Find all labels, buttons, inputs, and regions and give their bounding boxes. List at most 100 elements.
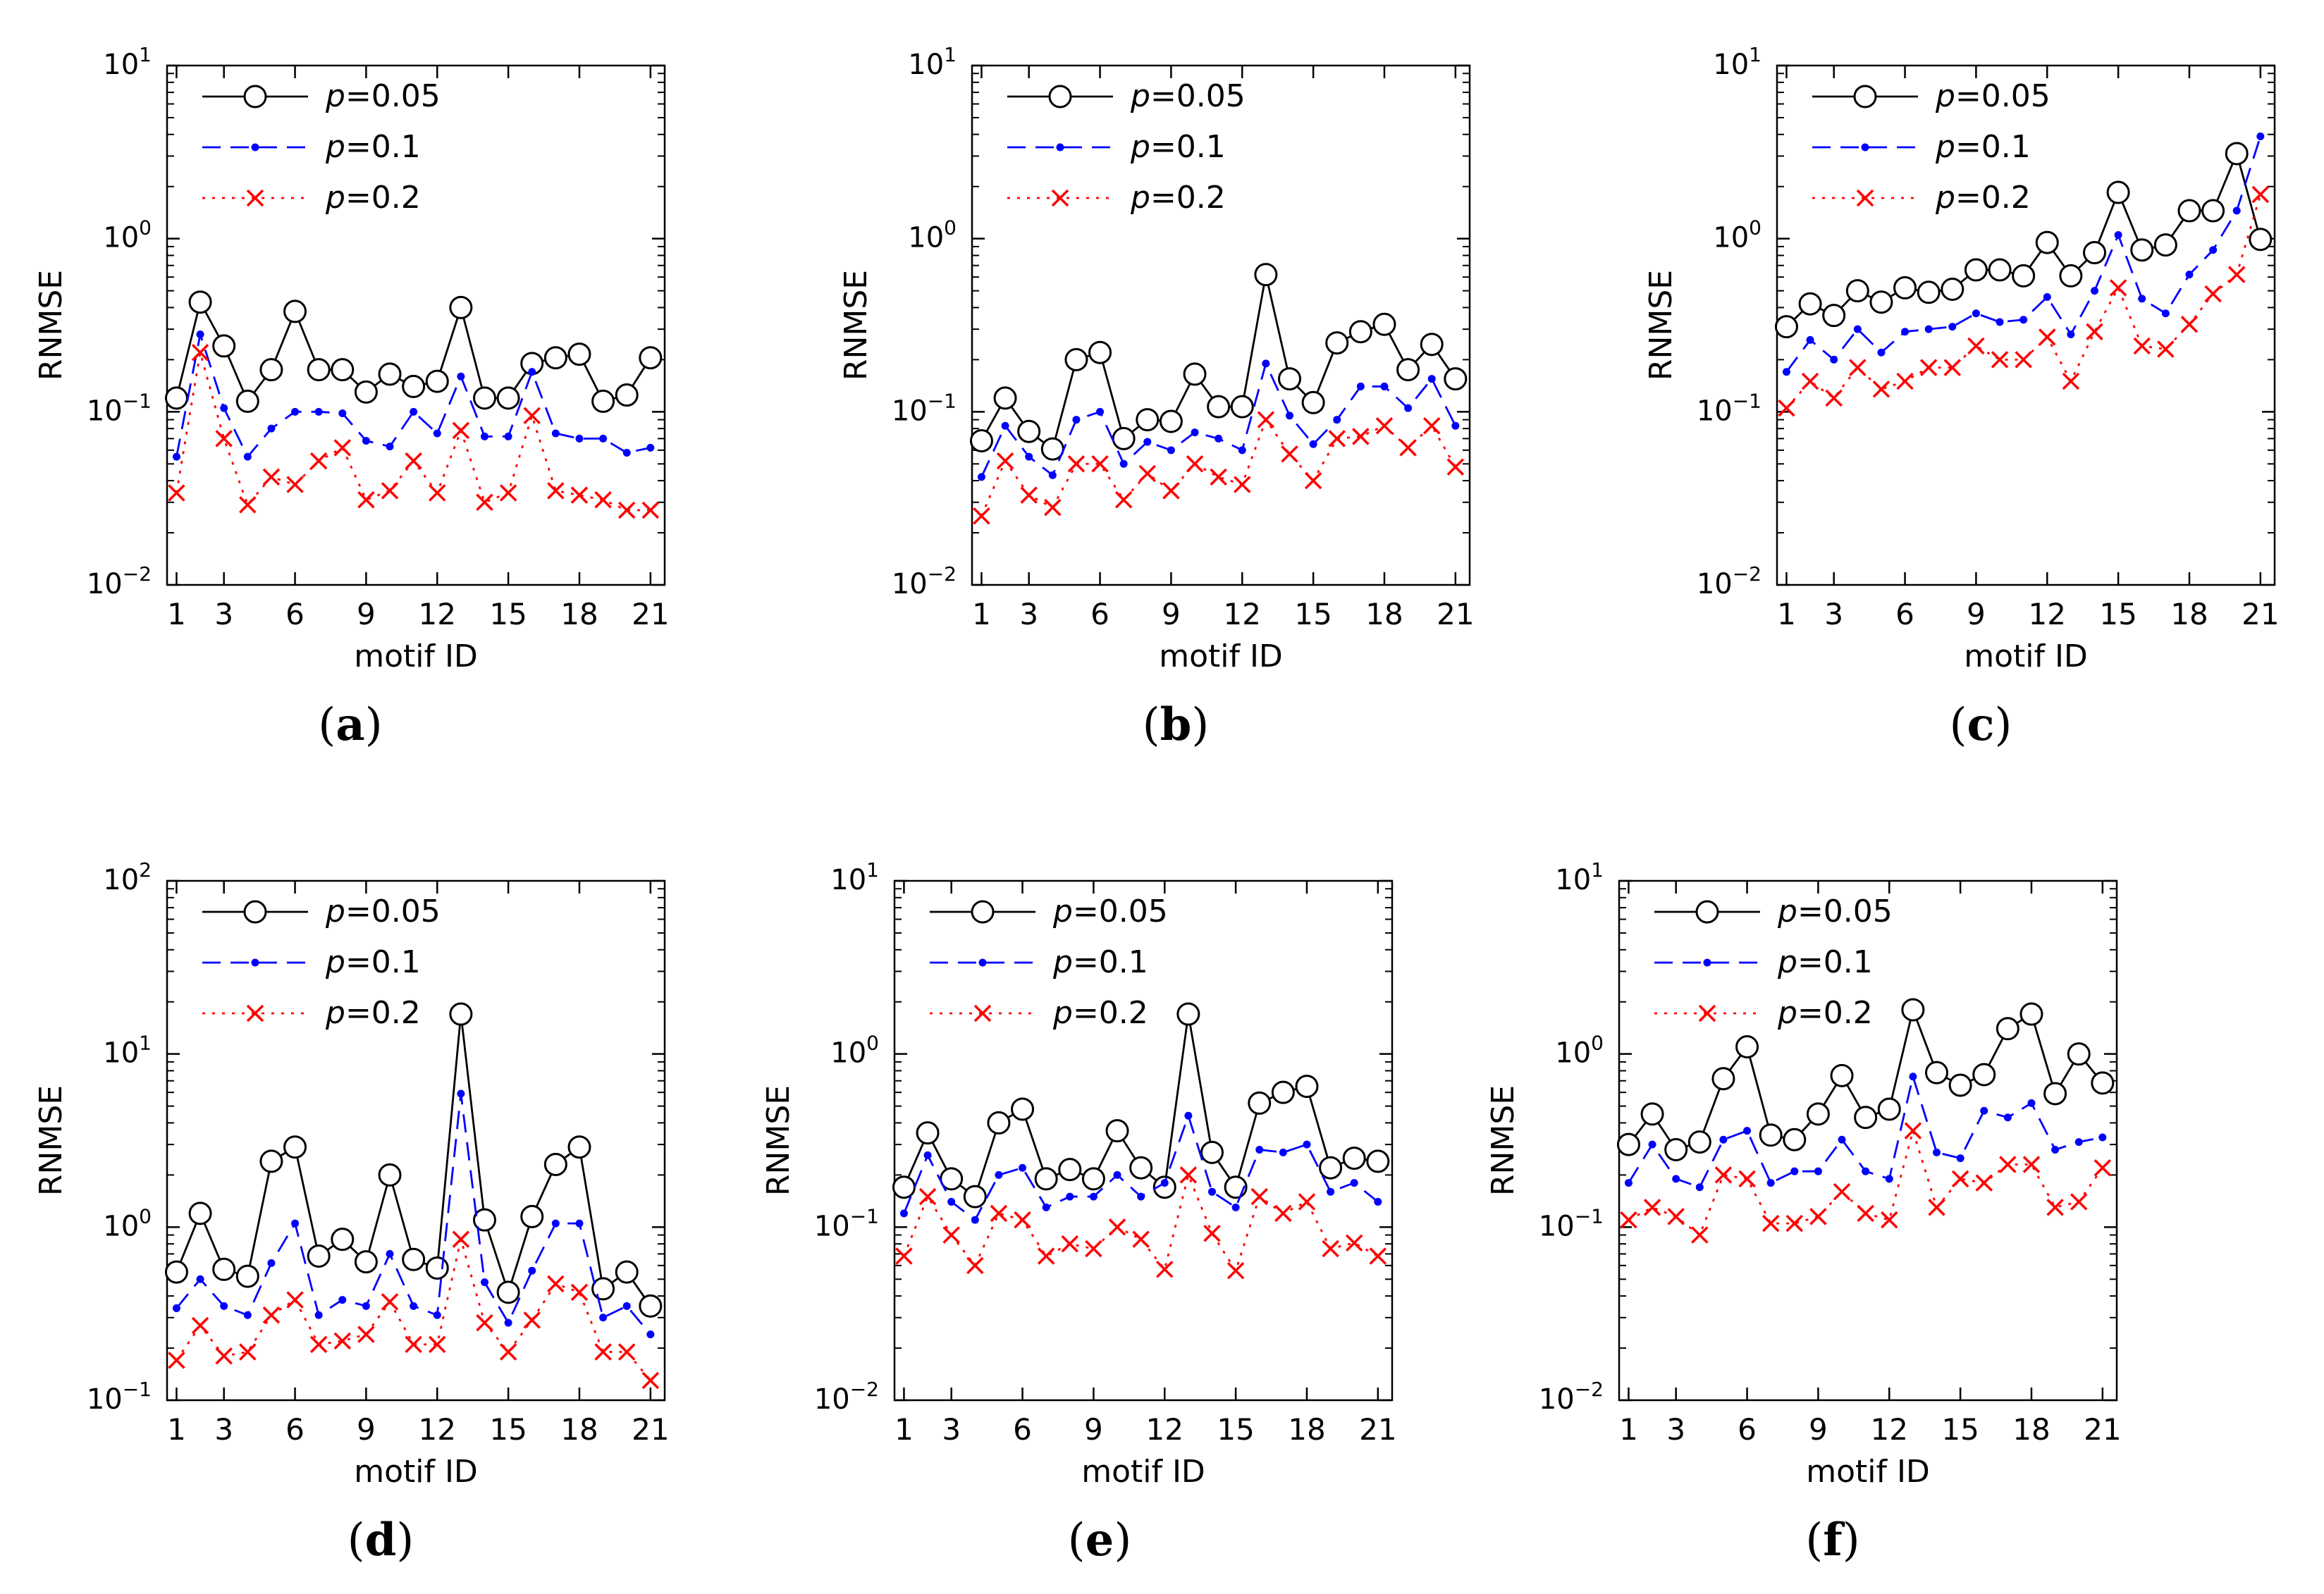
x-tick-label: 1 <box>972 597 991 631</box>
data-point-p02 <box>1179 1166 1198 1184</box>
data-point-p01 <box>410 407 418 416</box>
data-point-p02 <box>499 484 517 502</box>
x-tick-label: 1 <box>167 1412 186 1447</box>
data-point-p005 <box>1830 1063 1854 1087</box>
data-point-p01 <box>1231 1203 1240 1211</box>
data-point-p01 <box>172 452 180 461</box>
data-point-p005 <box>1081 1167 1105 1191</box>
data-point-p005 <box>472 1208 496 1232</box>
y-tick-label: 10−2 <box>1697 562 1762 600</box>
data-point-p005 <box>354 1250 378 1274</box>
data-point-p01 <box>2074 1138 2083 1147</box>
data-point-p005 <box>1034 1167 1058 1191</box>
data-point-p02 <box>2109 279 2127 297</box>
data-point-p01 <box>1948 323 1957 331</box>
x-tick-label: 6 <box>1738 1412 1757 1447</box>
data-point-p02 <box>215 1347 233 1365</box>
data-point-p01 <box>2067 330 2075 338</box>
x-axis-label: motif ID <box>1806 1454 1930 1490</box>
legend-marker-p01 <box>978 958 987 967</box>
data-point-p01 <box>1901 328 1910 336</box>
data-point-p02 <box>1014 1211 1031 1229</box>
x-tick-label: 21 <box>1437 597 1474 631</box>
legend-marker-p005 <box>243 85 267 109</box>
data-point-p005 <box>567 342 591 366</box>
series-line-p005 <box>980 274 1456 451</box>
data-point-p02 <box>570 486 589 504</box>
x-tick-label: 21 <box>2084 1412 2121 1447</box>
legend-marker-p02 <box>246 189 264 207</box>
data-point-p02 <box>641 501 660 519</box>
data-point-p02 <box>1298 1193 1316 1211</box>
data-point-p005 <box>1941 278 1965 302</box>
legend-marker-p005 <box>1048 85 1072 109</box>
data-point-p01 <box>1996 318 2004 326</box>
data-point-p02 <box>476 493 493 512</box>
x-tick-label: 6 <box>1013 1412 1032 1447</box>
data-point-p005 <box>1616 1132 1640 1156</box>
data-point-p02 <box>1203 1224 1221 1242</box>
data-point-p01 <box>480 432 488 440</box>
data-point-p005 <box>2201 199 2225 223</box>
series-line-p01 <box>1785 136 2262 373</box>
data-point-p01 <box>1877 348 1886 357</box>
x-tick-label: 12 <box>419 597 456 631</box>
data-point-p005 <box>2019 1002 2043 1026</box>
data-point-p005 <box>188 1201 212 1225</box>
data-point-p02 <box>1162 482 1180 500</box>
data-point-p01 <box>2043 293 2051 302</box>
chart-panel-b: 10−2 10−1 100 101 1 3 6 9 12 15 18 21 motif ID RNMSE (… <box>838 43 1475 751</box>
data-point-p02 <box>1375 416 1394 435</box>
data-point-p01 <box>947 1197 956 1206</box>
data-point-p005 <box>1136 408 1160 432</box>
data-point-p005 <box>2091 1071 2115 1095</box>
x-tick-label: 6 <box>1895 597 1914 631</box>
x-tick-label: 6 <box>285 597 305 631</box>
data-point-p02 <box>333 1332 352 1350</box>
data-point-p02 <box>617 1343 636 1361</box>
data-point-p005 <box>425 369 449 393</box>
x-axis-label: motif ID <box>1081 1454 1205 1490</box>
data-point-p01 <box>362 436 370 445</box>
data-point-p02 <box>1037 1247 1055 1265</box>
data-point-p005 <box>1806 1102 1830 1126</box>
data-point-p005 <box>188 290 212 314</box>
data-point-p01 <box>433 429 441 438</box>
data-point-p005 <box>1640 1102 1664 1126</box>
data-point-p02 <box>641 1371 660 1390</box>
data-point-p005 <box>892 1175 916 1199</box>
data-point-p02 <box>1762 1214 1780 1232</box>
data-point-p01 <box>1303 1140 1311 1149</box>
data-point-p02 <box>381 1293 399 1311</box>
data-point-p01 <box>1215 434 1223 443</box>
data-point-p02 <box>1061 1235 1079 1253</box>
data-point-p005 <box>1917 280 1941 304</box>
data-point-p02 <box>2204 285 2222 303</box>
data-point-p01 <box>1184 1111 1193 1120</box>
data-point-p02 <box>1714 1166 1733 1184</box>
y-tick-label: 10−1 <box>814 1204 879 1242</box>
data-point-p01 <box>362 1302 370 1310</box>
data-point-p01 <box>1782 368 1790 376</box>
legend: p=0.05 p=0.1 p=0.2 <box>1007 78 1246 216</box>
y-tick-label: 10−1 <box>87 389 152 427</box>
x-tick-label: 15 <box>1941 1412 1979 1447</box>
data-point-p005 <box>2106 180 2130 204</box>
y-tick-label: 100 <box>908 216 957 254</box>
data-point-p01 <box>1262 359 1270 368</box>
panel-caption: (b) <box>1143 698 1210 751</box>
data-point-p005 <box>916 1121 940 1145</box>
data-point-p005 <box>449 295 473 319</box>
data-point-p02 <box>1044 498 1062 517</box>
data-point-p02 <box>1951 1170 1969 1188</box>
data-point-p02 <box>1114 491 1133 509</box>
data-point-p005 <box>1088 340 1112 364</box>
data-point-p005 <box>307 358 331 382</box>
data-point-p02 <box>2094 1159 2112 1177</box>
legend-marker-p02 <box>1856 189 1874 207</box>
data-point-p005 <box>1759 1123 1783 1147</box>
x-tick-label: 18 <box>1365 597 1403 631</box>
x-tick-label: 18 <box>1288 1412 1325 1447</box>
data-point-p02 <box>286 1291 304 1309</box>
legend-marker-p02 <box>1051 189 1069 207</box>
